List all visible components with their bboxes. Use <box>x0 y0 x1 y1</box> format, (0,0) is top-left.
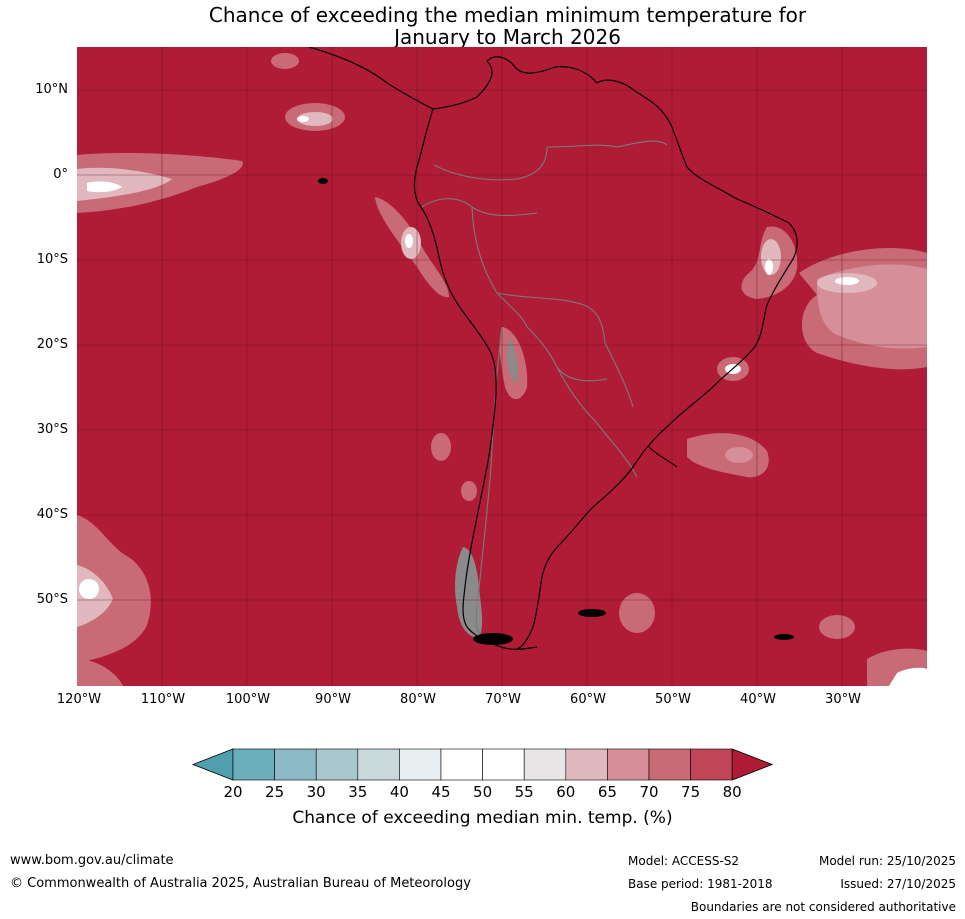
footer-disclaimer: Boundaries are not considered authoritat… <box>690 900 956 914</box>
map-svg <box>77 47 927 686</box>
colorbar-cell <box>232 748 275 781</box>
lon-label-60w: 60°W <box>570 692 606 707</box>
lon-label-40w: 40°W <box>740 692 776 707</box>
patch-andes-inner <box>507 337 518 382</box>
lat-label-0: 0° <box>53 167 68 182</box>
title-line-1: Chance of exceeding the median minimum t… <box>208 3 807 27</box>
patch-chile-1 <box>431 433 451 461</box>
patch-ne-brazil-core <box>765 259 773 275</box>
title-line-2: January to March 2026 <box>394 25 621 49</box>
lat-label-50s: 50°S <box>36 592 68 607</box>
patch-equatorial-pacific-core <box>87 181 122 193</box>
colorbar-tick-label: 65 <box>597 783 617 801</box>
patch-sw-pacific-core <box>79 579 99 599</box>
colorbar-cell <box>607 748 650 781</box>
map-title: Chance of exceeding the median minimum t… <box>0 4 965 48</box>
colorbar-label: Chance of exceeding median min. temp. (%… <box>292 808 673 828</box>
patch-peru-core <box>405 234 413 248</box>
lon-label-90w: 90°W <box>315 692 351 707</box>
coastline <box>308 47 798 650</box>
colorbar-cell <box>523 748 567 781</box>
colorbar-cell <box>565 748 608 781</box>
colorbar <box>191 748 774 781</box>
patch-south-atlantic-2 <box>819 615 855 639</box>
colorbar-tick-label: 35 <box>348 783 368 801</box>
colorbar-tick-label: 30 <box>306 783 326 801</box>
colorbar-tick-label: 75 <box>681 783 701 801</box>
probability-patches <box>77 53 927 686</box>
footer-model: Model: ACCESS-S2 <box>628 854 740 868</box>
patagonia-gray <box>455 547 483 638</box>
colorbar-extend-high <box>731 748 774 781</box>
lat-label-20s: 20°S <box>36 337 68 352</box>
probability-map <box>77 47 927 686</box>
lon-label-120w: 120°W <box>56 692 102 707</box>
colorbar-tick-label: 70 <box>639 783 659 801</box>
patch-south-atlantic-1 <box>619 593 655 633</box>
colorbar-cell <box>440 748 483 781</box>
lat-label-10s: 10°S <box>36 252 68 267</box>
colorbar-tick-label: 80 <box>722 783 742 801</box>
colorbar-cell <box>315 748 359 781</box>
patch-equatorial-pacific-inner <box>77 167 172 201</box>
footer-base-period: Base period: 1981-2018 <box>628 877 773 891</box>
lon-label-100w: 100°W <box>225 692 271 707</box>
footer-website: www.bom.gov.au/climate <box>10 853 174 868</box>
graticule <box>77 47 927 686</box>
colorbar-tick-label: 40 <box>389 783 409 801</box>
colorbar-cell <box>399 748 442 781</box>
lon-label-70w: 70°W <box>485 692 521 707</box>
colorbar-cell <box>690 748 733 781</box>
colorbar-tick-label: 55 <box>514 783 534 801</box>
patch-atlantic-east-white <box>835 277 859 285</box>
lon-label-80w: 80°W <box>400 692 436 707</box>
patch-pacific-north-1 <box>271 53 299 69</box>
patch-sw-corner <box>77 659 123 686</box>
colorbar-cell <box>357 748 400 781</box>
footer-issued: Issued: 27/10/2025 <box>840 877 956 891</box>
colorbar-tick-label: 60 <box>556 783 576 801</box>
colorbar-extend-low <box>191 748 234 781</box>
colorbar-cell <box>648 748 691 781</box>
colorbar-cell <box>482 748 525 781</box>
colorbar-tick-label: 25 <box>265 783 285 801</box>
lat-label-30s: 30°S <box>36 422 68 437</box>
patch-chile-2 <box>461 481 477 501</box>
lon-label-30w: 30°W <box>825 692 861 707</box>
colorbar-cell <box>274 748 317 781</box>
lat-label-40s: 40°S <box>36 507 68 522</box>
patch-se-corner-inner <box>889 667 927 686</box>
colorbar-cells <box>191 748 774 781</box>
lat-label-10n: 10°N <box>35 82 68 97</box>
patch-pacific-north-2b <box>297 112 333 126</box>
patch-atlantic-mid-inner <box>725 447 753 463</box>
lon-label-50w: 50°W <box>655 692 691 707</box>
colorbar-tick-label: 45 <box>431 783 451 801</box>
footer-model-run: Model run: 25/10/2025 <box>818 854 956 868</box>
islands <box>318 178 794 645</box>
colorbar-tick-label: 50 <box>473 783 493 801</box>
footer-copyright: © Commonwealth of Australia 2025, Austra… <box>10 876 471 891</box>
patch-sw-pacific <box>77 515 151 663</box>
lon-label-110w: 110°W <box>140 692 186 707</box>
colorbar-tick-label: 20 <box>223 783 243 801</box>
patch-pacific-north-2c <box>297 116 309 122</box>
